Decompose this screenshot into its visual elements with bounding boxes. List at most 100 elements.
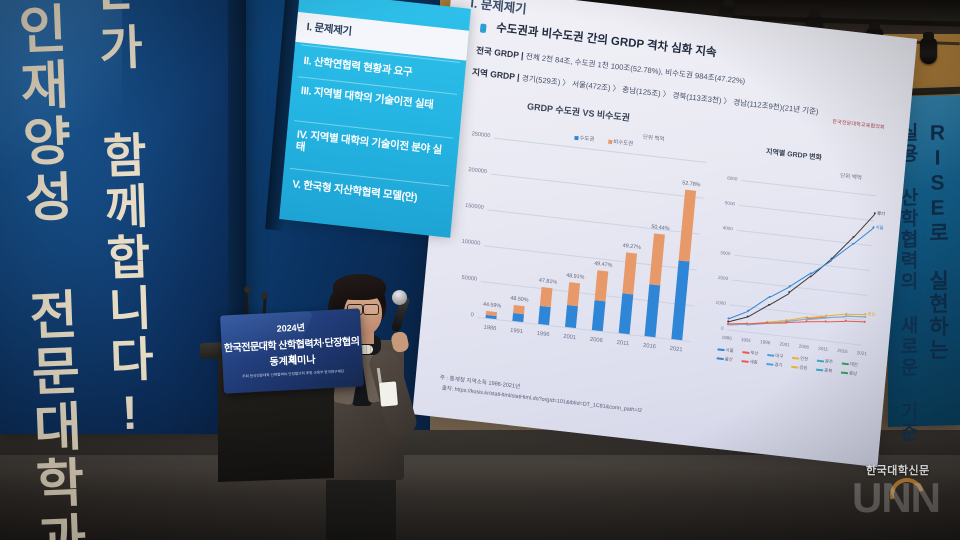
chart1-xtick: 2021	[669, 345, 683, 354]
chart1-bar-noncapital	[594, 269, 609, 302]
chart2-line-segment	[845, 313, 866, 315]
chart1-xtick: 2001	[562, 333, 577, 342]
chart1-legend-label: 수도권	[579, 135, 595, 144]
agenda-item-3[interactable]: III. 지역별 대학의 기술이전 실태	[300, 84, 434, 112]
chart-grdp-by-region: 지역별 GRDP 변화 단위 백억 0 1000 2000 3000 4000 5000 600…	[693, 135, 902, 395]
chart1-data-label: 52.78%	[681, 180, 701, 189]
chart1-xtick: 2016	[642, 342, 657, 351]
left-banner-text-line2: E가 함께합니다!	[87, 0, 158, 444]
chart2-gridline	[741, 179, 877, 197]
chart1-legend-label: 비수도권	[612, 139, 634, 148]
chart2-ytick: 6000	[726, 175, 738, 182]
chart2-title: 지역별 GRDP 변화	[765, 148, 823, 162]
chart2-gridline	[738, 204, 875, 222]
chart2-data-point	[805, 320, 808, 323]
chart1-unit-note: 단위 백억	[642, 134, 665, 144]
chart2-xtick: 1986	[721, 334, 732, 341]
chart2-data-point	[809, 271, 812, 275]
chart2-xtick: 1996	[759, 339, 771, 346]
chart2-legend-label: 서울	[725, 347, 734, 354]
chart2-legend-item: 경기	[766, 361, 783, 369]
chart2-legend-swatch	[816, 368, 824, 371]
chart2-legend-swatch	[767, 354, 775, 357]
banner-sheen	[0, 0, 122, 194]
slide-agenda-panel: I. 문제제기 II. 산학연협력 현황과 요구 III. 지역별 대학의 기술이전…	[279, 0, 471, 238]
chart1-ytick: 50000	[461, 274, 478, 283]
chart2-legend-item: 대전	[841, 360, 858, 368]
chart1-data-label: 49.27%	[622, 242, 642, 251]
chart1-bar-capital	[538, 306, 552, 326]
chart1-bar-capital	[591, 300, 606, 332]
chart2-data-point	[844, 314, 847, 317]
chart2-data-point	[863, 320, 866, 323]
speaker-hair-front	[333, 274, 386, 300]
chart2-legend-label: 충북	[823, 367, 833, 374]
chart1-bar-noncapital	[678, 189, 697, 262]
chart2-legend-label: 울산	[724, 356, 734, 363]
chart2-xtick: 2021	[856, 350, 868, 357]
chart2-line-segment	[825, 320, 846, 323]
chart2-data-point	[767, 303, 770, 306]
chart2-gridline	[731, 279, 868, 296]
chart2-data-point	[844, 319, 847, 322]
chart2-legend-item: 강원	[791, 364, 808, 372]
chart2-legend-item: 부산	[742, 349, 759, 357]
chart2-gridline	[734, 254, 870, 272]
chart1-data-label: 47.81%	[538, 277, 558, 286]
chart2-legend-swatch	[717, 348, 725, 351]
chart1-data-label: 44.59%	[482, 301, 502, 310]
bullet-marker-icon	[479, 23, 487, 34]
chart2-legend-label: 경기	[774, 361, 783, 368]
chart1-title: GRDP 수도권 VS 비수도권	[526, 101, 631, 123]
chart2-data-point	[864, 312, 867, 315]
chart1-bar-capital	[671, 260, 690, 341]
chart2-xtick: 2006	[798, 343, 810, 350]
speaker-name-badge	[378, 381, 399, 407]
chart2-data-point	[766, 321, 769, 324]
agenda-item-2[interactable]: II. 산학연협력 현황과 요구	[303, 54, 413, 79]
chart2-legend-item: 인천	[792, 355, 809, 363]
chart1-data-label: 48.50%	[510, 295, 529, 304]
chart2-legend-swatch	[840, 371, 849, 374]
watermark-korean: 한국대학신문	[866, 465, 930, 477]
chart2-ytick: 4000	[722, 225, 734, 232]
chart2-data-point	[768, 295, 771, 298]
chart2-line-segment	[767, 321, 787, 324]
chart2-ytick: 2000	[717, 274, 729, 282]
chart2-legend-label: 대구	[775, 352, 784, 359]
chart2-legend-label: 부산	[750, 350, 759, 356]
chart2-line-segment	[806, 321, 826, 323]
chart1-gridline	[484, 245, 697, 271]
chart2-data-point	[873, 211, 876, 215]
chart2-data-point	[864, 315, 867, 318]
chart2-legend-item: 울산	[716, 355, 733, 363]
chart2-ytick: 5000	[724, 200, 736, 207]
chart2-legend-label: 인천	[799, 355, 809, 362]
chart1-xtick: 1986	[483, 324, 497, 333]
chart1-data-label: 50.44%	[651, 224, 670, 233]
chart2-series-annotation: 경기	[876, 210, 886, 217]
chart1-bar-noncapital	[540, 287, 553, 308]
chart1-xtick: 1996	[536, 330, 550, 339]
chart1-gridline	[480, 281, 694, 307]
chart1-bar-capital	[644, 284, 661, 338]
chart2-line-segment	[786, 321, 807, 324]
chart1-bar-capital	[564, 305, 579, 329]
projection-screen: I. 문제제기 한국전문대학교육협의회 수도권과 비수도권 간의 GRDP 격차…	[412, 0, 918, 468]
chart1-bar-capital	[511, 312, 524, 323]
chart1-gridline	[494, 137, 707, 163]
chart2-legend-item: 대구	[767, 352, 784, 360]
chart1-legend-swatch	[608, 139, 613, 144]
chart2-legend-item: 충남	[840, 369, 857, 377]
chart1-bar-noncapital	[512, 304, 525, 315]
speaker-skirt	[326, 470, 396, 540]
chart2-legend-label: 세종	[749, 359, 758, 365]
chart2-series-annotation: 서울	[875, 224, 884, 231]
chart2-xtick: 2016	[837, 347, 848, 355]
chart2-xtick: 2011	[818, 345, 829, 352]
charts-container: GRDP 수도권 VS 비수도권 단위 백억 0 50000 100000 150000 2…	[425, 86, 903, 416]
chart2-data-point	[809, 275, 812, 278]
chart2-data-point	[830, 258, 833, 261]
chart2-data-point	[872, 226, 875, 229]
